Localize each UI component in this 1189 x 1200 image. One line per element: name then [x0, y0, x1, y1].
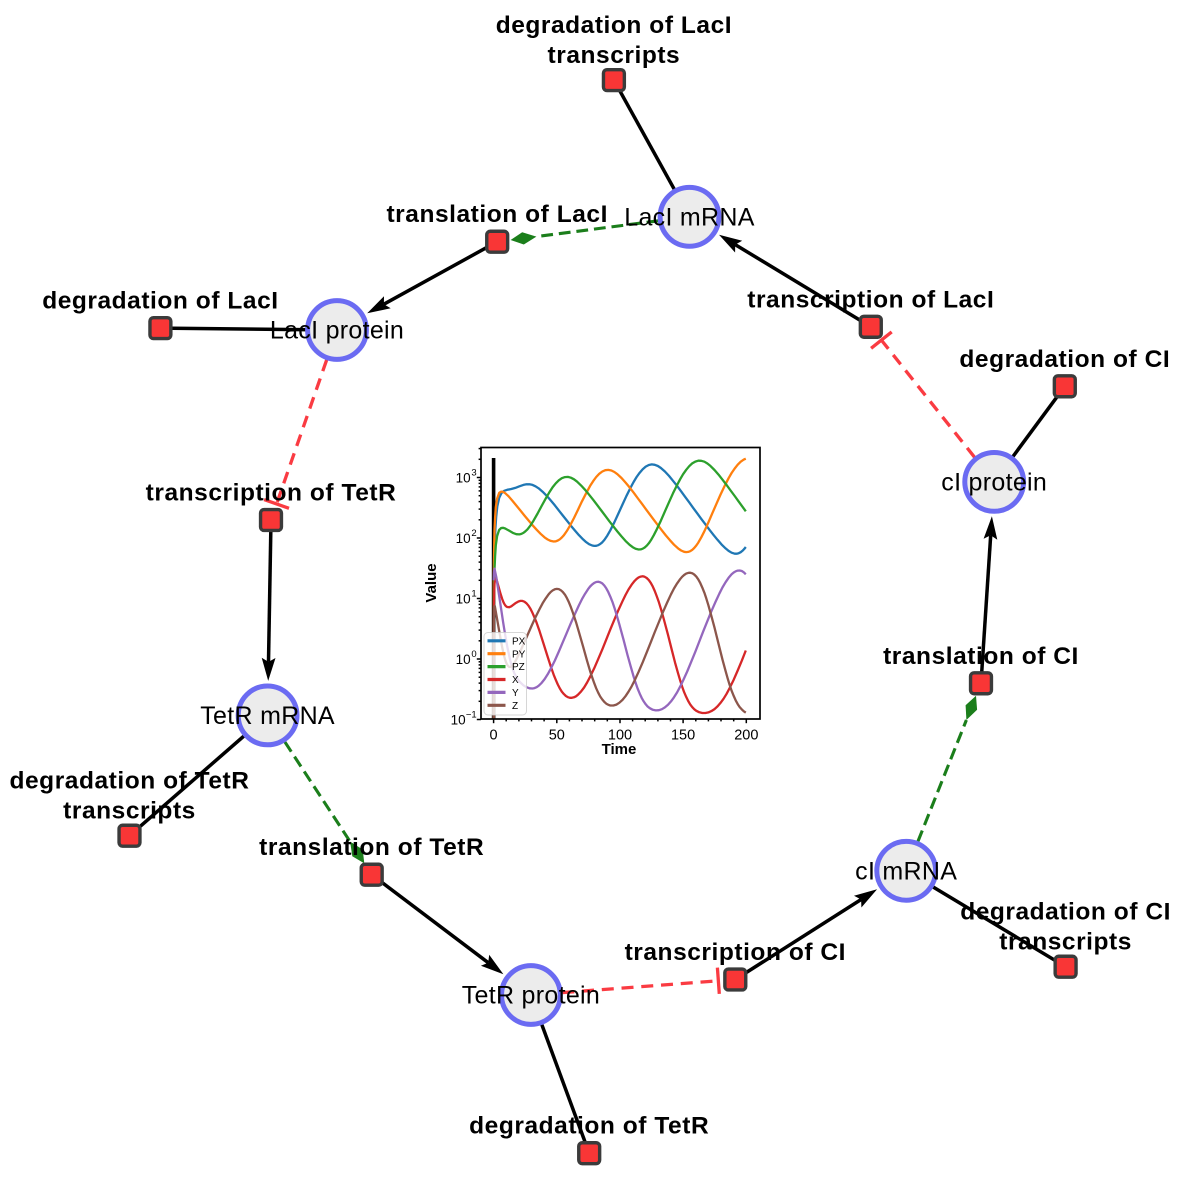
- svg-text:transcription of LacI: transcription of LacI: [747, 286, 994, 313]
- svg-text:degradation of TetR: degradation of TetR: [9, 768, 249, 795]
- svg-text:10: 10: [456, 531, 471, 546]
- svg-text:−1: −1: [466, 709, 477, 720]
- svg-text:transcripts: transcripts: [548, 42, 681, 69]
- svg-text:degradation of CI: degradation of CI: [960, 899, 1171, 926]
- svg-text:cI protein: cI protein: [941, 468, 1047, 496]
- svg-text:10: 10: [456, 591, 471, 606]
- svg-text:degradation of LacI: degradation of LacI: [496, 12, 732, 39]
- svg-text:150: 150: [671, 728, 695, 744]
- svg-text:PY: PY: [512, 649, 526, 660]
- svg-text:translation of TetR: translation of TetR: [259, 834, 484, 861]
- svg-text:transcription of TetR: transcription of TetR: [146, 480, 397, 507]
- svg-text:10: 10: [456, 652, 471, 667]
- svg-text:transcripts: transcripts: [63, 798, 196, 825]
- svg-text:1: 1: [471, 588, 476, 599]
- svg-text:100: 100: [608, 728, 632, 744]
- svg-text:PZ: PZ: [512, 662, 525, 673]
- svg-text:transcripts: transcripts: [999, 929, 1132, 956]
- svg-text:TetR protein: TetR protein: [462, 982, 600, 1010]
- svg-text:0: 0: [471, 649, 476, 660]
- svg-text:10: 10: [451, 712, 466, 727]
- svg-text:X: X: [512, 675, 519, 686]
- svg-text:degradation of TetR: degradation of TetR: [469, 1113, 709, 1140]
- svg-text:cI mRNA: cI mRNA: [855, 857, 957, 885]
- svg-text:TetR mRNA: TetR mRNA: [200, 702, 335, 730]
- svg-text:3: 3: [471, 467, 476, 478]
- svg-text:translation of LacI: translation of LacI: [386, 201, 607, 228]
- svg-text:Time: Time: [602, 741, 637, 758]
- svg-text:translation of CI: translation of CI: [883, 643, 1079, 670]
- svg-text:degradation of CI: degradation of CI: [959, 346, 1170, 373]
- svg-text:Z: Z: [512, 701, 518, 712]
- svg-text:PX: PX: [512, 636, 526, 647]
- svg-text:Value: Value: [423, 563, 440, 602]
- svg-text:50: 50: [549, 728, 565, 744]
- svg-text:LacI mRNA: LacI mRNA: [624, 203, 755, 231]
- svg-text:degradation of LacI: degradation of LacI: [42, 288, 278, 315]
- svg-text:0: 0: [490, 728, 498, 744]
- svg-text:10: 10: [456, 470, 471, 485]
- svg-text:Y: Y: [512, 688, 519, 699]
- svg-text:2: 2: [471, 528, 476, 539]
- svg-text:transcription of CI: transcription of CI: [625, 939, 846, 966]
- svg-text:200: 200: [734, 728, 758, 744]
- svg-text:LacI protein: LacI protein: [270, 317, 404, 345]
